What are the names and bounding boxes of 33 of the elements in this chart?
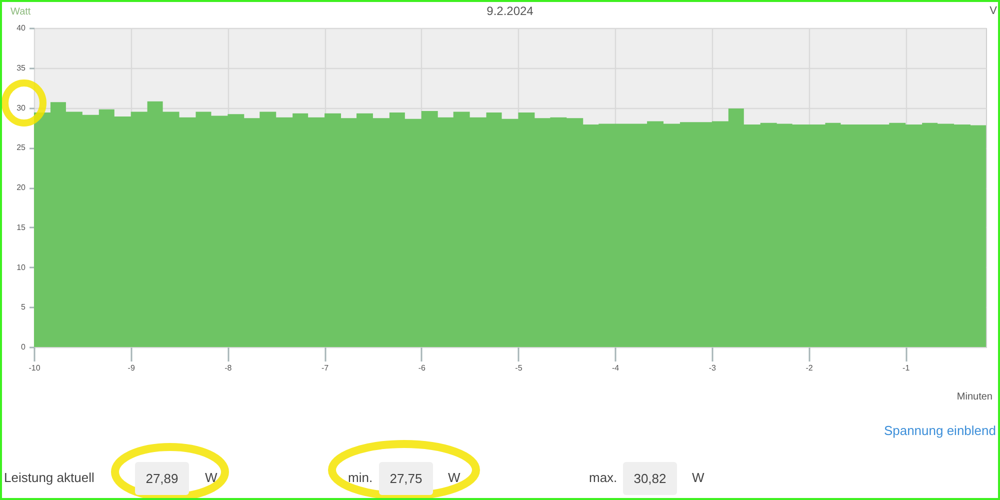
y-tick-label: 5 [21, 302, 26, 312]
x-tick-label: -1 [902, 364, 910, 372]
text: W [692, 470, 704, 486]
y-tick-label: 30 [16, 103, 26, 112]
text: max. [589, 470, 618, 486]
text: Spannung einblend [884, 423, 996, 439]
y-tick-label: 40 [16, 24, 26, 32]
y-tick-label: 20 [16, 183, 26, 192]
x-tick-label: -2 [806, 364, 814, 372]
y2-axis-title: V [990, 4, 997, 19]
y-axis-title: Watt [10, 6, 31, 18]
text: Leistung aktuell [4, 470, 94, 486]
x-tick-label: -4 [612, 364, 620, 372]
text: min. [348, 470, 373, 486]
x-tick-label: -5 [515, 364, 523, 372]
x-tick-label: -9 [128, 364, 136, 372]
y-tick-label: 35 [16, 63, 26, 72]
y-tick-label: 10 [16, 262, 26, 272]
y-tick-label: 15 [16, 222, 26, 232]
x-tick-label: -8 [224, 364, 232, 372]
x-axis-title: Minuten [956, 392, 992, 402]
chart-title: 9.2.2024 [486, 4, 534, 18]
value-field: 27,89 [135, 462, 189, 495]
text: W [205, 470, 218, 486]
x-tick-label: -3 [708, 364, 717, 372]
x-tick-label: -10 [28, 364, 41, 372]
x-tick-label: -6 [418, 364, 426, 372]
value-field: 27,75 [379, 462, 433, 495]
y-tick-label: 0 [21, 342, 26, 352]
x-tick-label: -7 [321, 364, 330, 372]
value-field: 30,82 [623, 462, 677, 495]
text: W [448, 470, 460, 486]
y-tick-label: 25 [16, 143, 26, 152]
